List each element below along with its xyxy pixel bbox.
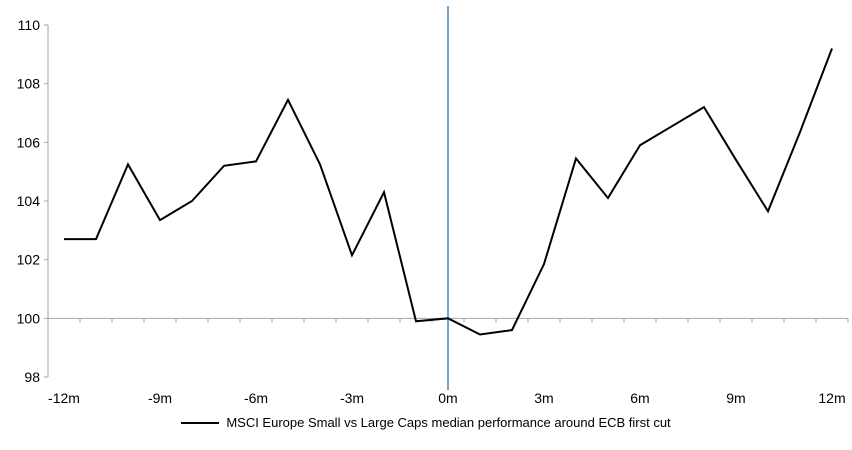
x-axis-label: 6m	[630, 390, 649, 406]
x-axis-label: -12m	[48, 390, 80, 406]
y-axis-label: 98	[24, 369, 40, 385]
x-axis-label: -3m	[340, 390, 364, 406]
x-axis-label: 3m	[534, 390, 553, 406]
legend: MSCI Europe Small vs Large Caps median p…	[0, 415, 852, 430]
y-axis-label: 100	[17, 310, 41, 326]
y-axis-label: 104	[17, 193, 41, 209]
x-axis-label: -6m	[244, 390, 268, 406]
y-axis-label: 108	[17, 76, 41, 92]
x-axis-label: 9m	[726, 390, 745, 406]
legend-line-sample-icon	[181, 421, 220, 424]
x-axis-label: 0m	[438, 390, 457, 406]
y-axis-label: 110	[18, 17, 41, 33]
y-axis-label: 106	[17, 134, 41, 150]
legend-label: MSCI Europe Small vs Large Caps median p…	[226, 415, 671, 430]
x-axis-label: -9m	[148, 390, 172, 406]
y-axis-label: 102	[17, 252, 41, 268]
series-line	[64, 48, 833, 336]
x-axis-label: 12m	[818, 390, 845, 406]
